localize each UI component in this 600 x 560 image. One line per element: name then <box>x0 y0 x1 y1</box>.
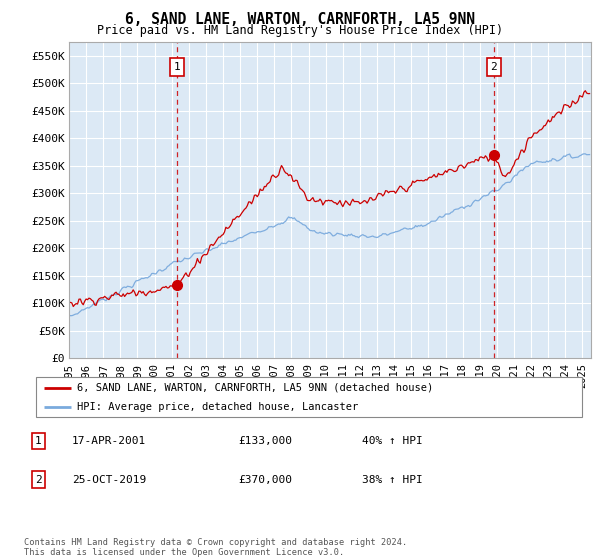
Text: 1: 1 <box>173 62 180 72</box>
Text: £370,000: £370,000 <box>238 474 292 484</box>
Text: HPI: Average price, detached house, Lancaster: HPI: Average price, detached house, Lanc… <box>77 402 358 412</box>
Text: 25-OCT-2019: 25-OCT-2019 <box>72 474 146 484</box>
FancyBboxPatch shape <box>36 377 582 417</box>
Text: 17-APR-2001: 17-APR-2001 <box>72 436 146 446</box>
Text: 1: 1 <box>35 436 41 446</box>
Text: 6, SAND LANE, WARTON, CARNFORTH, LA5 9NN: 6, SAND LANE, WARTON, CARNFORTH, LA5 9NN <box>125 12 475 27</box>
Text: £133,000: £133,000 <box>238 436 292 446</box>
Text: Contains HM Land Registry data © Crown copyright and database right 2024.
This d: Contains HM Land Registry data © Crown c… <box>24 538 407 557</box>
Text: 38% ↑ HPI: 38% ↑ HPI <box>362 474 423 484</box>
Text: 40% ↑ HPI: 40% ↑ HPI <box>362 436 423 446</box>
Text: Price paid vs. HM Land Registry's House Price Index (HPI): Price paid vs. HM Land Registry's House … <box>97 24 503 36</box>
Text: 6, SAND LANE, WARTON, CARNFORTH, LA5 9NN (detached house): 6, SAND LANE, WARTON, CARNFORTH, LA5 9NN… <box>77 383 433 393</box>
Text: 2: 2 <box>35 474 41 484</box>
Text: 2: 2 <box>490 62 497 72</box>
